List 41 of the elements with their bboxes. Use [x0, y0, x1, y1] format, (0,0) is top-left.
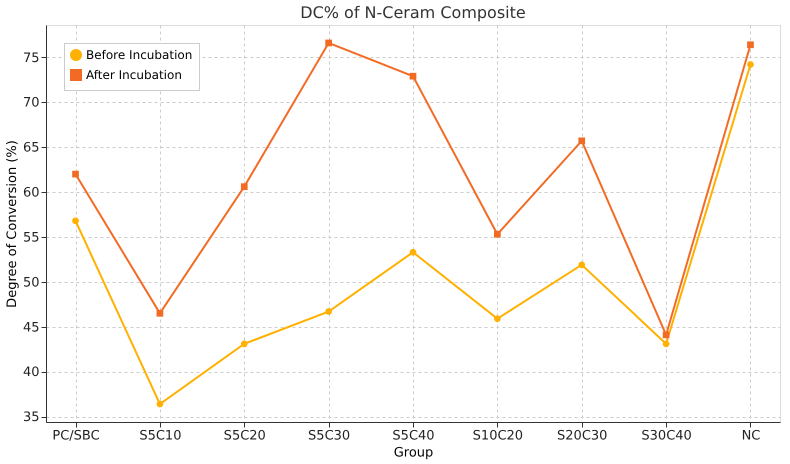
x-tick-label: S5C10 [139, 428, 182, 444]
x-tick-label: S5C40 [392, 428, 435, 444]
point [325, 40, 332, 46]
y-tick-label: 50 [22, 275, 40, 290]
y-axis-title: Degree of Conversion (%) [4, 140, 20, 308]
point [662, 340, 670, 348]
point [578, 261, 586, 268]
point [156, 310, 164, 317]
point [156, 400, 164, 408]
point [410, 248, 416, 256]
point [747, 61, 754, 68]
x-tick-label: PC/SBC [52, 428, 100, 444]
chart-title: DC% of N-Ceram Composite [300, 3, 526, 22]
y-tick-label: 70 [22, 96, 40, 111]
y-tick-label: 35 [22, 410, 40, 426]
point [747, 41, 754, 48]
y-tick-label: 40 [22, 365, 40, 380]
y-tick-label: 45 [22, 320, 40, 336]
point [410, 72, 416, 80]
x-tick-label: S5C30 [308, 428, 350, 444]
y-tick-label: 60 [22, 186, 40, 201]
x-tick-label: S20C30 [557, 428, 608, 444]
point [72, 170, 79, 178]
x-axis-title: Group [394, 446, 434, 460]
x-tick-label: S30C40 [641, 428, 692, 444]
point [72, 217, 79, 224]
point [240, 183, 248, 190]
x-tick-label: S5C20 [224, 428, 266, 444]
point [325, 308, 332, 315]
point [494, 230, 501, 238]
legend-label: Before Incubation [86, 48, 192, 62]
point [240, 340, 248, 348]
legend-label: After Incubation [86, 68, 182, 82]
point [494, 315, 501, 322]
x-tick-label: NC [742, 428, 760, 444]
x-tick-label: S10C20 [472, 428, 524, 444]
point [662, 332, 670, 338]
y-tick-label: 55 [22, 230, 40, 246]
y-tick-label: 65 [22, 140, 40, 156]
y-tick-label: 75 [22, 50, 40, 66]
point [578, 138, 586, 144]
